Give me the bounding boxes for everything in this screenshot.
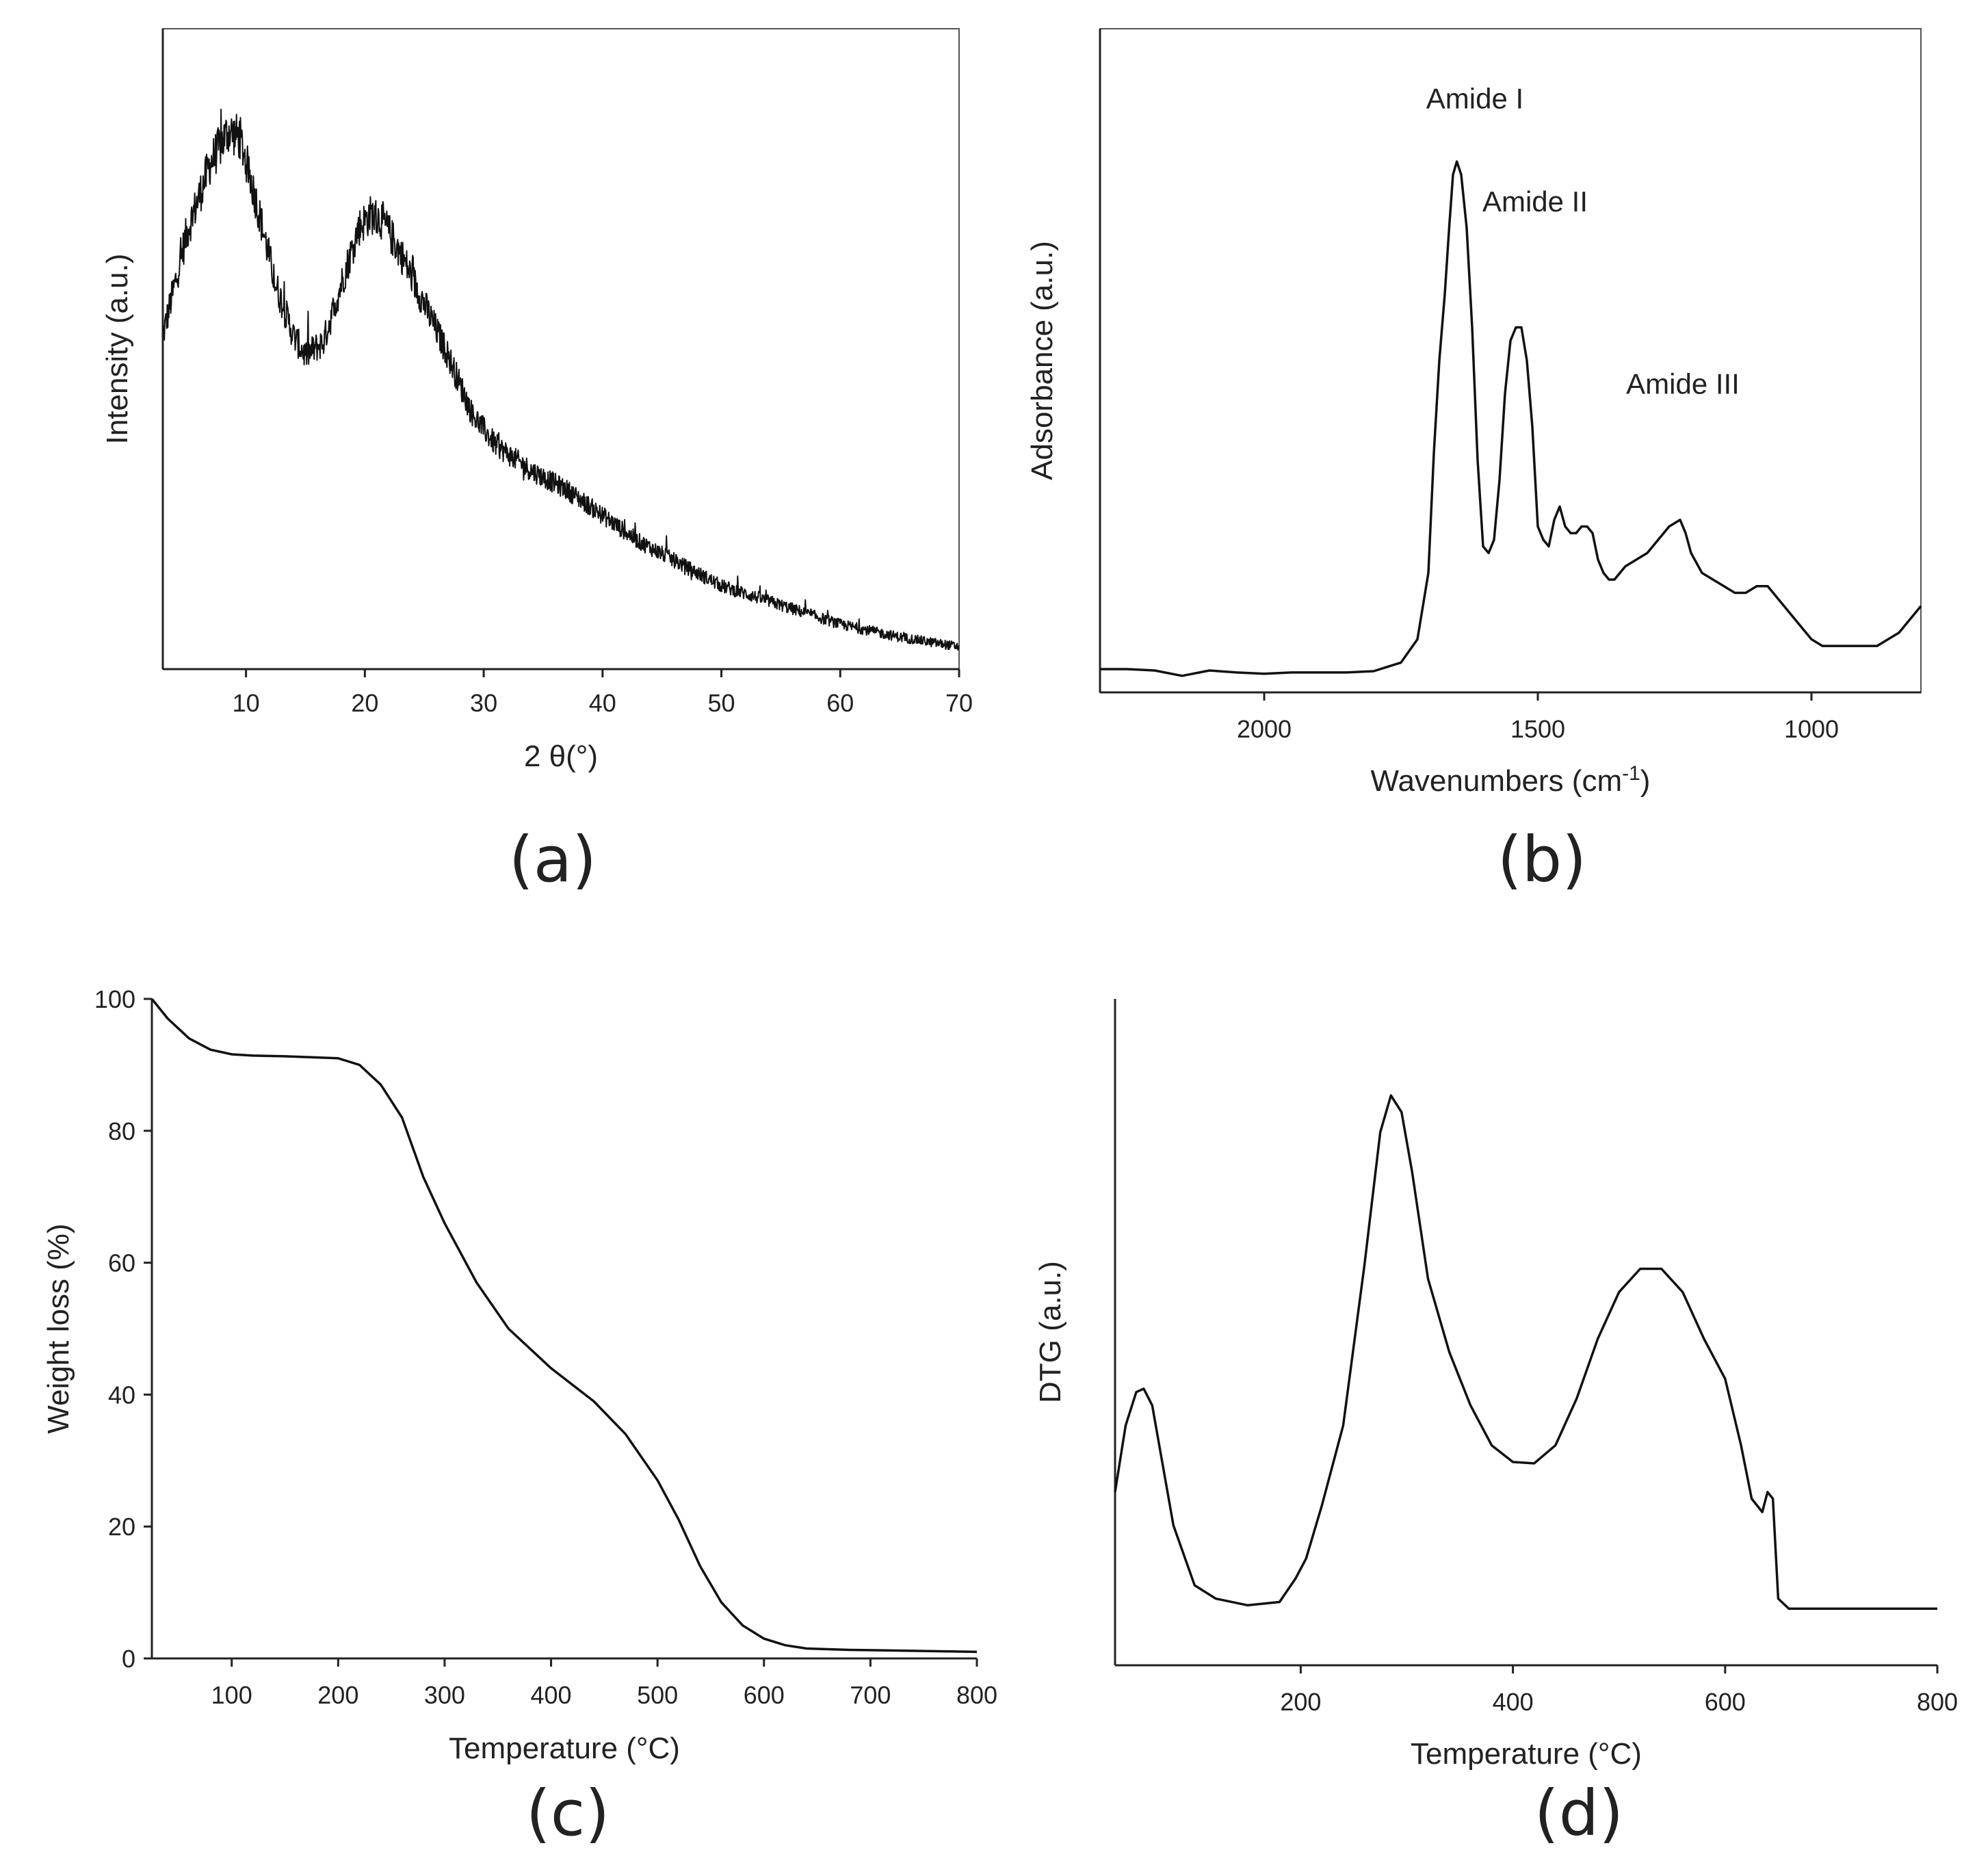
x-axis-title: Temperature (°C)	[1411, 1737, 1642, 1771]
x-tick-label: 500	[637, 1681, 678, 1709]
series-line	[150, 998, 978, 1654]
y-tick-label: 100	[94, 985, 135, 1013]
plot-frame	[162, 28, 960, 670]
y-axis-title: Weight loss (%)	[42, 1223, 75, 1433]
series-line	[162, 108, 960, 651]
x-tick-label: 600	[744, 1681, 785, 1709]
x-tick-label: 50	[708, 689, 735, 717]
panel-label: (d)	[1534, 1777, 1623, 1850]
x-tick-label: 20	[351, 689, 378, 717]
series-line	[1100, 160, 1922, 677]
x-tick-label: 2000	[1237, 715, 1292, 743]
x-tick-label: 400	[1493, 1688, 1534, 1716]
x-tick-label: 30	[470, 689, 497, 717]
y-tick-label: 20	[108, 1513, 135, 1541]
x-tick-label: 70	[945, 689, 973, 717]
panel-label: (c)	[526, 1777, 610, 1850]
peak-annotation: Amide I	[1426, 82, 1523, 114]
plot-frame	[1099, 28, 1922, 693]
x-tick-label: 40	[589, 689, 616, 717]
x-tick-label: 10	[233, 689, 260, 717]
y-tick-label: 80	[108, 1117, 135, 1145]
x-tick-label: 100	[211, 1681, 252, 1709]
y-axis-title: Intensity (a.u.)	[101, 254, 134, 445]
panel-d-dtg-chart: 200 400 600 800 Temperature (°C) DTG (a.u.) (d…	[1034, 999, 1958, 1850]
x-tick-label: 200	[1280, 1688, 1321, 1716]
peak-annotation: Amide II	[1482, 185, 1588, 218]
series-line	[1114, 1094, 1937, 1610]
x-tick-label: 60	[826, 689, 854, 717]
y-tick-label: 60	[108, 1249, 135, 1277]
x-tick-label: 700	[850, 1681, 891, 1709]
x-axis-title: 2 θ(°)	[524, 740, 598, 773]
panel-b-ftir-chart: 2000 1500 1000 Amide I Amide II Amide III Wave…	[1025, 28, 1922, 896]
y-tick-label: 0	[122, 1645, 135, 1673]
panel-label: (a)	[509, 823, 597, 896]
panel-a-xrd-chart: 10 20 30 40 50 60 70 2 θ(°) Intensity (a.u.) (a)	[101, 28, 973, 896]
x-axis-title: Wavenumbers (cm-1)	[1371, 762, 1651, 798]
y-tick-label: 40	[108, 1381, 135, 1409]
x-axis-title: Temperature (°C)	[449, 1732, 680, 1765]
x-tick-label: 800	[1917, 1688, 1958, 1716]
panel-label: (b)	[1497, 823, 1586, 896]
panel-c-tga-chart: 100 200 300 400 500 600 700 800 0 20 40 60 80 100 Temp…	[42, 985, 997, 1850]
x-tick-label: 1000	[1784, 715, 1839, 743]
x-tick-label: 400	[531, 1681, 572, 1709]
x-tick-label: 1500	[1510, 715, 1565, 743]
y-axis-title: DTG (a.u.)	[1034, 1261, 1067, 1403]
x-tick-label: 800	[956, 1681, 997, 1709]
x-tick-label: 300	[424, 1681, 465, 1709]
peak-annotation: Amide III	[1626, 368, 1740, 400]
y-axis-title: Adsorbance (a.u.)	[1025, 241, 1059, 480]
x-tick-label: 600	[1705, 1688, 1746, 1716]
x-tick-label: 200	[317, 1681, 358, 1709]
